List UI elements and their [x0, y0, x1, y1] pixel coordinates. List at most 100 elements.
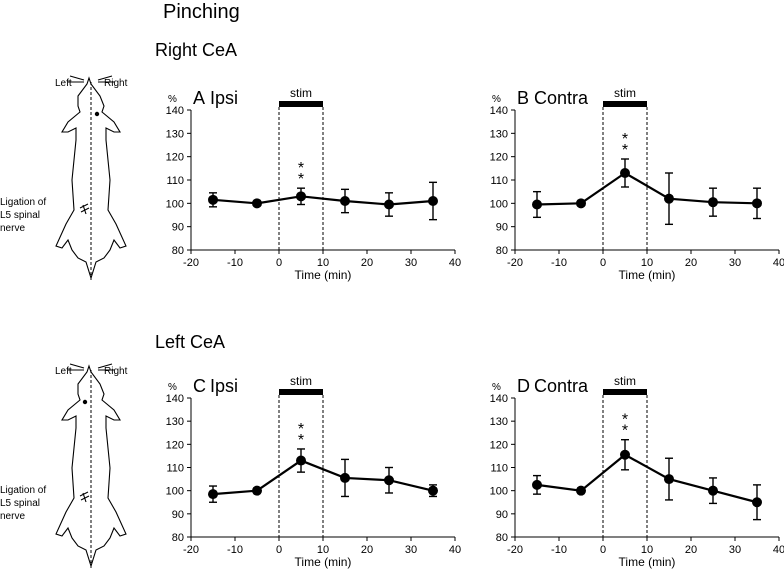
x-tick-label: 10 — [317, 257, 329, 269]
data-point — [620, 449, 630, 460]
y-tick-label: 130 — [490, 416, 508, 428]
y-tick-label: 80 — [172, 245, 184, 257]
x-tick-label: 40 — [449, 544, 461, 556]
significance-asterisk: * — [298, 171, 304, 188]
y-tick-label: 100 — [490, 486, 508, 498]
panel-letter: D — [517, 376, 530, 396]
y-tick-label: 110 — [490, 175, 508, 187]
x-tick-label: 10 — [317, 544, 329, 556]
ligation-label-line2: L5 spinal — [0, 498, 40, 509]
data-point — [532, 479, 542, 490]
y-tick-label: 130 — [166, 128, 184, 140]
x-tick-label: 0 — [600, 257, 606, 269]
y-tick-label: 90 — [172, 509, 184, 521]
stim-bar — [279, 389, 323, 395]
x-tick-label: -20 — [507, 544, 523, 556]
data-point — [384, 475, 394, 486]
series-line — [212, 195, 434, 206]
series-line — [536, 453, 758, 504]
panel-c: 80 90 100 110 120 130 140 -20 -10 0 10 20 30 40 Time (… — [166, 374, 461, 569]
x-tick-label: 40 — [773, 257, 784, 269]
x-tick-label: 30 — [729, 257, 741, 269]
y-tick-label: 110 — [166, 463, 184, 475]
stim-bar — [279, 101, 323, 107]
data-point — [384, 199, 394, 210]
panel-a: 80 90 100 110 120 130 140 -20 -10 0 10 20 30 40 Time (… — [166, 86, 461, 282]
data-point — [752, 198, 762, 209]
data-point — [208, 194, 218, 205]
x-tick-label: -20 — [183, 544, 199, 556]
stim-label: stim — [290, 86, 312, 100]
x-tick-label: 20 — [361, 257, 373, 269]
x-tick-label: 20 — [685, 544, 697, 556]
x-tick-label: 30 — [405, 544, 417, 556]
significance-marker: ** — [298, 421, 304, 449]
data-point — [340, 196, 350, 206]
x-axis-label: Time (min) — [619, 555, 676, 569]
x-axis-label: Time (min) — [619, 268, 676, 282]
x-tick-label: -10 — [227, 257, 243, 269]
stim-label: stim — [614, 374, 636, 388]
x-tick-label: 10 — [641, 257, 653, 269]
ligation-label-line1: Ligation of — [0, 197, 46, 208]
y-tick-label: 100 — [166, 486, 184, 498]
panel-title: Contra — [534, 88, 589, 108]
y-tick-label: 90 — [496, 509, 508, 521]
stim-site-marker — [82, 399, 88, 405]
data-point — [532, 199, 542, 210]
data-point — [576, 485, 586, 496]
figure-title: Pinching — [163, 1, 240, 23]
y-tick-label: 130 — [490, 128, 508, 140]
significance-marker: ** — [622, 131, 628, 159]
panel-title: Contra — [534, 376, 589, 396]
ligation-icon — [79, 491, 90, 503]
significance-asterisk: * — [622, 131, 628, 148]
rat-right-label: Right — [104, 78, 128, 89]
data-point — [576, 198, 586, 209]
stim-bar — [603, 101, 647, 107]
data-point — [208, 489, 218, 500]
data-point — [620, 168, 630, 178]
y-tick-label: 100 — [490, 198, 508, 210]
stim-label: stim — [614, 86, 636, 100]
y-tick-label: 100 — [166, 198, 184, 210]
y-tick-label: 140 — [166, 393, 184, 405]
data-point — [752, 497, 762, 508]
ligation-icon — [79, 203, 90, 215]
y-tick-label: 90 — [172, 222, 184, 234]
y-tick-label: 90 — [496, 222, 508, 234]
rat-left-label: Left — [55, 366, 72, 377]
stim-bar — [603, 389, 647, 395]
significance-asterisk: * — [622, 412, 628, 429]
ligation-label-line1: Ligation of — [0, 485, 46, 496]
rat-outline-icon — [55, 75, 127, 280]
y-axis-unit: % — [168, 94, 177, 105]
x-tick-label: -20 — [507, 257, 523, 269]
x-axis-label: Time (min) — [295, 268, 352, 282]
y-tick-label: 140 — [490, 393, 508, 405]
y-tick-label: 130 — [166, 416, 184, 428]
ligation-label-line3: nerve — [0, 511, 25, 522]
y-tick-label: 80 — [496, 532, 508, 544]
x-tick-label: 40 — [773, 544, 784, 556]
x-tick-label: -10 — [227, 544, 243, 556]
x-tick-label: 20 — [685, 257, 697, 269]
x-tick-label: 30 — [405, 257, 417, 269]
significance-asterisk: * — [622, 142, 628, 159]
panel-letter: C — [193, 376, 206, 396]
significance-asterisk: * — [298, 421, 304, 438]
ligation-label-line2: L5 spinal — [0, 210, 40, 221]
rat-outline-icon — [55, 363, 127, 568]
rat-diagram-bottom: Left Right Ligation of L5 spinal nerve — [0, 363, 128, 568]
y-axis-unit: % — [492, 94, 501, 105]
y-tick-label: 140 — [166, 105, 184, 117]
panel-b: 80 90 100 110 120 130 140 -20 -10 0 10 20 30 40 Time (… — [490, 86, 784, 282]
data-point — [708, 485, 718, 496]
rat-left-label: Left — [55, 78, 72, 89]
x-tick-label: 40 — [449, 257, 461, 269]
section-title-left-cea: Left CeA — [155, 332, 225, 352]
panel-title: Ipsi — [210, 88, 238, 108]
panel-title: Ipsi — [210, 376, 238, 396]
y-tick-label: 120 — [166, 439, 184, 451]
